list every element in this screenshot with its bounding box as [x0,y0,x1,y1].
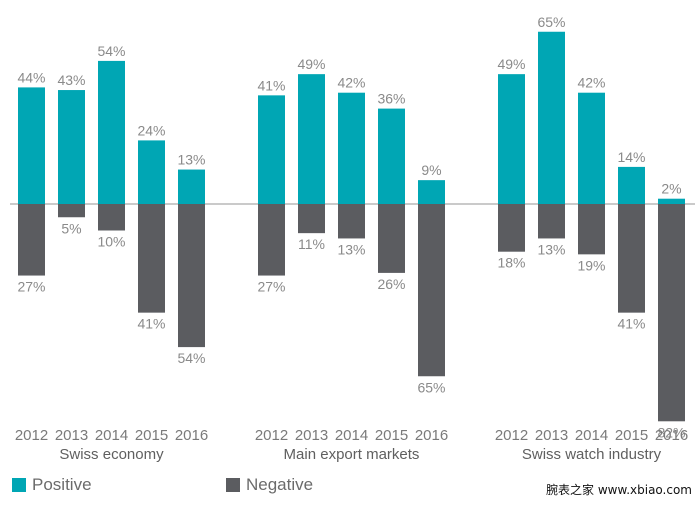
x-tick-label: 2016 [655,427,688,444]
data-label-negative: 19% [577,257,605,273]
data-label-negative: 13% [537,241,565,257]
data-label-negative: 27% [17,279,45,295]
x-tick-label: 2016 [415,427,448,444]
bar-negative [178,204,205,348]
bar-positive [138,140,165,204]
group-label: Swiss watch industry [522,446,662,463]
bar-negative [98,204,125,231]
x-tick-label: 2012 [15,427,48,444]
bar-positive [578,92,605,204]
data-label-positive: 41% [257,77,285,93]
data-label-positive: 42% [337,75,365,91]
data-label-negative: 11% [298,236,325,252]
bar-negative [258,204,285,276]
legend-positive: Positive [12,472,92,498]
data-label-positive: 14% [617,149,645,165]
group-label: Swiss economy [59,446,164,463]
data-label-negative: 41% [617,316,645,332]
legend-positive-label: Positive [32,475,92,494]
x-tick-label: 2016 [175,427,208,444]
x-tick-label: 2015 [615,427,648,444]
bar-positive [298,74,325,205]
legend-negative: Negative [226,472,313,498]
x-tick-label: 2014 [575,427,608,444]
x-tick-label: 2013 [295,427,328,444]
data-label-positive: 13% [177,152,205,168]
bar-negative [618,204,645,313]
bar-negative [298,204,325,234]
x-tick-label: 2012 [495,427,528,444]
bar-positive [18,87,45,204]
data-label-positive: 44% [17,69,45,85]
group-label: Main export markets [284,446,420,463]
x-tick-label: 2013 [535,427,568,444]
data-label-negative: 27% [257,279,285,295]
data-label-positive: 49% [497,56,525,72]
legend-positive-swatch [12,478,26,492]
x-tick-label: 2014 [95,427,128,444]
legend-negative-label: Negative [246,475,314,494]
x-tick-label: 2014 [335,427,368,444]
data-label-negative: 82% [657,424,685,440]
bar-positive [378,108,405,204]
bar-positive [418,180,445,204]
data-label-positive: 2% [661,181,681,197]
bar-positive [618,166,645,204]
bar-positive [338,92,365,204]
x-tick-label: 2012 [255,427,288,444]
data-label-positive: 42% [577,75,605,91]
x-tick-label: 2015 [135,427,168,444]
bar-negative [378,204,405,273]
data-label-negative: 41% [137,316,165,332]
bar-positive [58,90,85,204]
data-label-positive: 65% [537,14,565,30]
bar-negative [58,204,85,218]
bar-positive [258,95,285,204]
data-label-negative: 54% [177,350,205,366]
data-label-positive: 54% [97,43,125,59]
bar-negative [138,204,165,313]
bar-negative [538,204,565,239]
data-label-negative: 5% [61,220,81,236]
bar-negative [338,204,365,239]
data-label-negative: 18% [497,255,525,271]
legend-negative-swatch [226,478,240,492]
data-label-negative: 26% [377,276,405,292]
data-label-positive: 24% [137,122,165,138]
data-label-negative: 13% [337,241,365,257]
bar-negative [418,204,445,377]
bar-positive [658,198,685,204]
data-label-positive: 9% [421,162,441,178]
bar-positive [178,169,205,204]
data-label-positive: 36% [377,91,405,107]
bar-positive [98,60,125,205]
data-label-positive: 43% [57,72,85,88]
bar-negative [658,204,685,422]
bar-positive [498,74,525,205]
bar-negative [18,204,45,276]
bar-negative [578,204,605,255]
bar-negative [498,204,525,252]
bar-positive [538,31,565,204]
data-label-positive: 49% [297,56,325,72]
x-tick-label: 2015 [375,427,408,444]
watermark-text: 腕表之家 www.xbiao.com [546,483,692,497]
data-label-negative: 10% [97,234,125,250]
data-label-negative: 65% [417,379,445,395]
x-tick-label: 2013 [55,427,88,444]
